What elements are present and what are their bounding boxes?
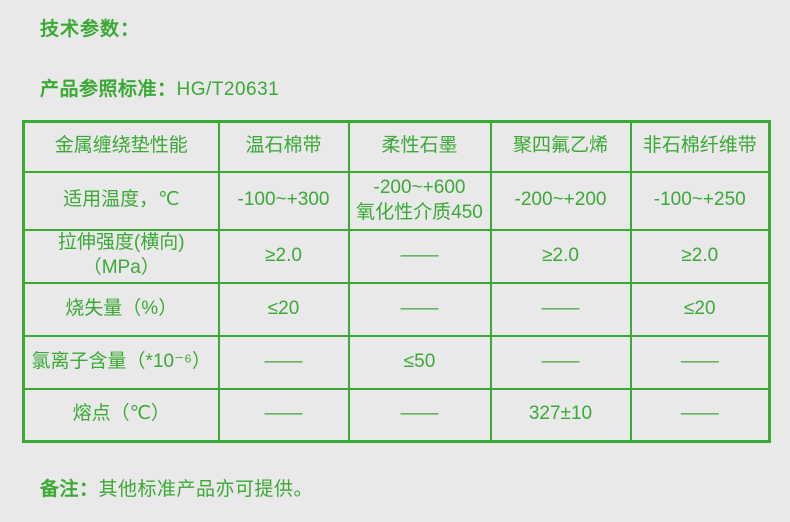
table-cell: ≤20 <box>629 281 771 337</box>
table-cell: -200~+200 <box>489 170 632 231</box>
note-line: 备注：其他标准产品亦可提供。 <box>40 474 313 501</box>
reference-standard-label: 产品参照标准： <box>40 79 177 100</box>
note-text: 其他标准产品亦可提供。 <box>98 479 314 500</box>
reference-standard-value: HG/T20631 <box>176 79 280 100</box>
table-cell: —— <box>347 228 492 284</box>
table-row: 拉伸强度(横向)（MPa） ≥2.0 —— ≥2.0 ≥2.0 <box>22 228 771 284</box>
table-cell: -200~+600 氧化性介质450 <box>347 170 492 231</box>
table-cell: -100~+250 <box>629 170 771 231</box>
column-header: 非石棉纤维带 <box>629 120 771 173</box>
row-label: 熔点（℃） <box>22 387 220 443</box>
reference-standard-line: 产品参照标准：HG/T20631 <box>40 74 279 101</box>
column-header: 金属缠绕垫性能 <box>22 120 220 173</box>
table-row: 烧失量（%） ≤20 —— —— ≤20 <box>22 281 771 337</box>
table-cell: ≤50 <box>347 334 492 390</box>
column-header: 柔性石墨 <box>347 120 492 173</box>
column-header: 聚四氟乙烯 <box>489 120 632 173</box>
table-cell: ≤20 <box>217 281 350 337</box>
table-row: 适用温度，℃ -100~+300 -200~+600 氧化性介质450 -200~+2… <box>22 170 771 231</box>
table-row: 氯离子含量（*10⁻⁶） —— ≤50 —— —— <box>22 334 771 390</box>
table-row: 熔点（℃） —— —— 327±10 —— <box>22 387 771 443</box>
table-cell: —— <box>489 281 632 337</box>
table-cell: —— <box>629 387 771 443</box>
table-cell: -100~+300 <box>217 170 350 231</box>
section-title: 技术参数： <box>40 19 141 40</box>
table-cell: ≥2.0 <box>489 228 632 284</box>
row-label: 拉伸强度(横向)（MPa） <box>22 228 220 284</box>
row-label: 氯离子含量（*10⁻⁶） <box>22 334 220 390</box>
table-cell: —— <box>489 334 632 390</box>
table-cell: —— <box>347 281 492 337</box>
table-body: 适用温度，℃ -100~+300 -200~+600 氧化性介质450 -200~+2… <box>22 170 771 443</box>
row-label: 适用温度，℃ <box>22 170 220 231</box>
table-cell: ≥2.0 <box>217 228 350 284</box>
technical-parameters-table: 金属缠绕垫性能 温石棉带 柔性石墨 聚四氟乙烯 非石棉纤维带 适用温度，℃ -100~+3… <box>22 120 771 443</box>
note-label: 备注： <box>40 479 99 500</box>
table-cell: ≥2.0 <box>629 228 771 284</box>
table-cell: —— <box>217 387 350 443</box>
table-cell: —— <box>217 334 350 390</box>
table-cell: 327±10 <box>489 387 632 443</box>
table-header-row: 金属缠绕垫性能 温石棉带 柔性石墨 聚四氟乙烯 非石棉纤维带 <box>22 120 771 173</box>
table-cell: —— <box>629 334 771 390</box>
column-header: 温石棉带 <box>217 120 350 173</box>
row-label: 烧失量（%） <box>22 281 220 337</box>
table-cell: —— <box>347 387 492 443</box>
